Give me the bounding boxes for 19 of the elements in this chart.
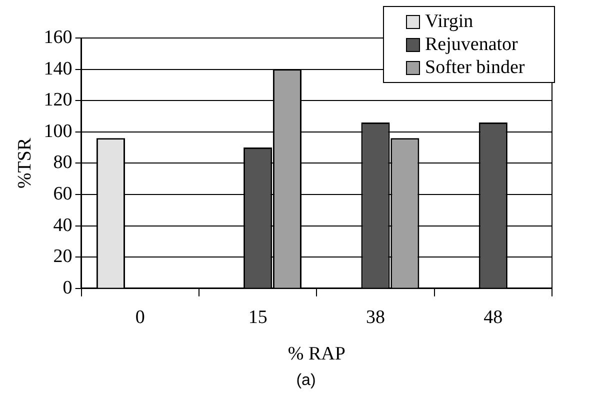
x-tick-label: 48 <box>484 306 503 328</box>
legend-label: Virgin <box>425 10 474 33</box>
y-tick-label: 20 <box>53 246 72 268</box>
legend-label: Softer binder <box>425 56 525 79</box>
y-tick-label: 100 <box>44 120 72 142</box>
y-tick-label: 120 <box>44 90 72 111</box>
text: (a) <box>295 372 317 390</box>
y-tick-label: 160 <box>44 26 72 48</box>
x-tick-label: 15 <box>248 306 268 328</box>
x-tick-label: 38 <box>366 306 385 328</box>
y-tick-label: 60 <box>53 183 72 204</box>
x-axis-title: % RAP <box>288 344 346 365</box>
x-tick-label: 0 <box>135 306 145 328</box>
y-axis-title: %TSR <box>14 138 36 189</box>
y-tick-label: 0 <box>62 277 72 298</box>
legend-label: Rejuvenator <box>425 33 518 56</box>
y-tick-label: 40 <box>53 214 72 236</box>
y-tick-label: 140 <box>44 58 72 80</box>
y-tick-label: 80 <box>53 152 72 174</box>
